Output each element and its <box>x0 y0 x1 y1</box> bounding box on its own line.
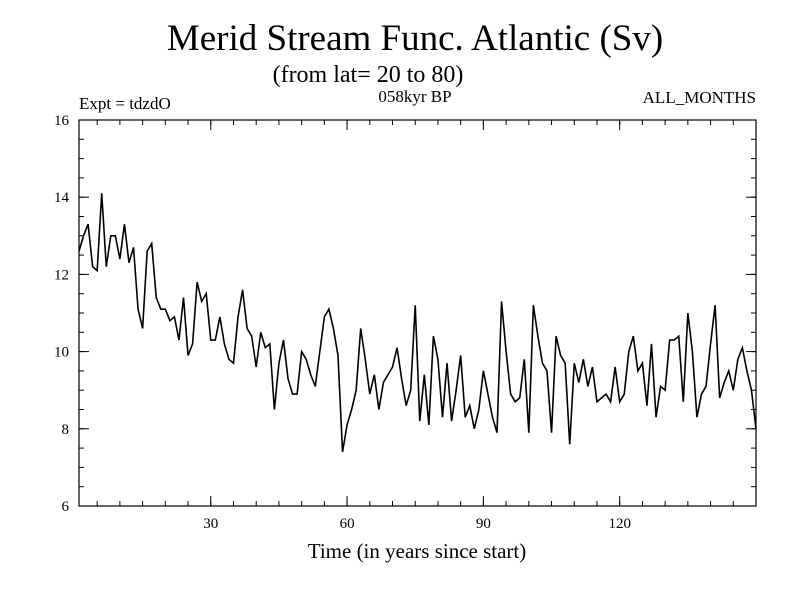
x-tick-label: 30 <box>203 516 218 532</box>
y-tick-label: 6 <box>62 499 70 515</box>
series-line <box>78 193 757 453</box>
period-label: 058kyr BP <box>378 87 451 106</box>
y-tick-label: 10 <box>54 345 69 361</box>
series-layer <box>78 193 757 453</box>
chart-title: Merid Stream Func. Atlantic (Sv) <box>167 18 663 59</box>
months-label: ALL_MONTHS <box>643 88 756 107</box>
x-tick-label: 120 <box>608 516 631 532</box>
chart-subtitle: (from lat= 20 to 80) <box>273 62 464 88</box>
axis-ticks <box>79 119 756 507</box>
y-tick-label: 16 <box>54 113 70 129</box>
tick-labels: 30 60 90 120 6 8 10 12 14 16 <box>54 113 631 532</box>
x-tick-label: 90 <box>476 516 491 532</box>
x-axis-label: Time (in years since start) <box>308 539 527 563</box>
y-tick-label: 8 <box>62 422 70 438</box>
y-tick-label: 12 <box>54 267 69 283</box>
x-tick-label: 60 <box>340 516 355 532</box>
experiment-label: Expt = tdzdO <box>79 94 171 113</box>
plot-frame <box>78 119 757 507</box>
y-tick-label: 14 <box>54 190 70 206</box>
